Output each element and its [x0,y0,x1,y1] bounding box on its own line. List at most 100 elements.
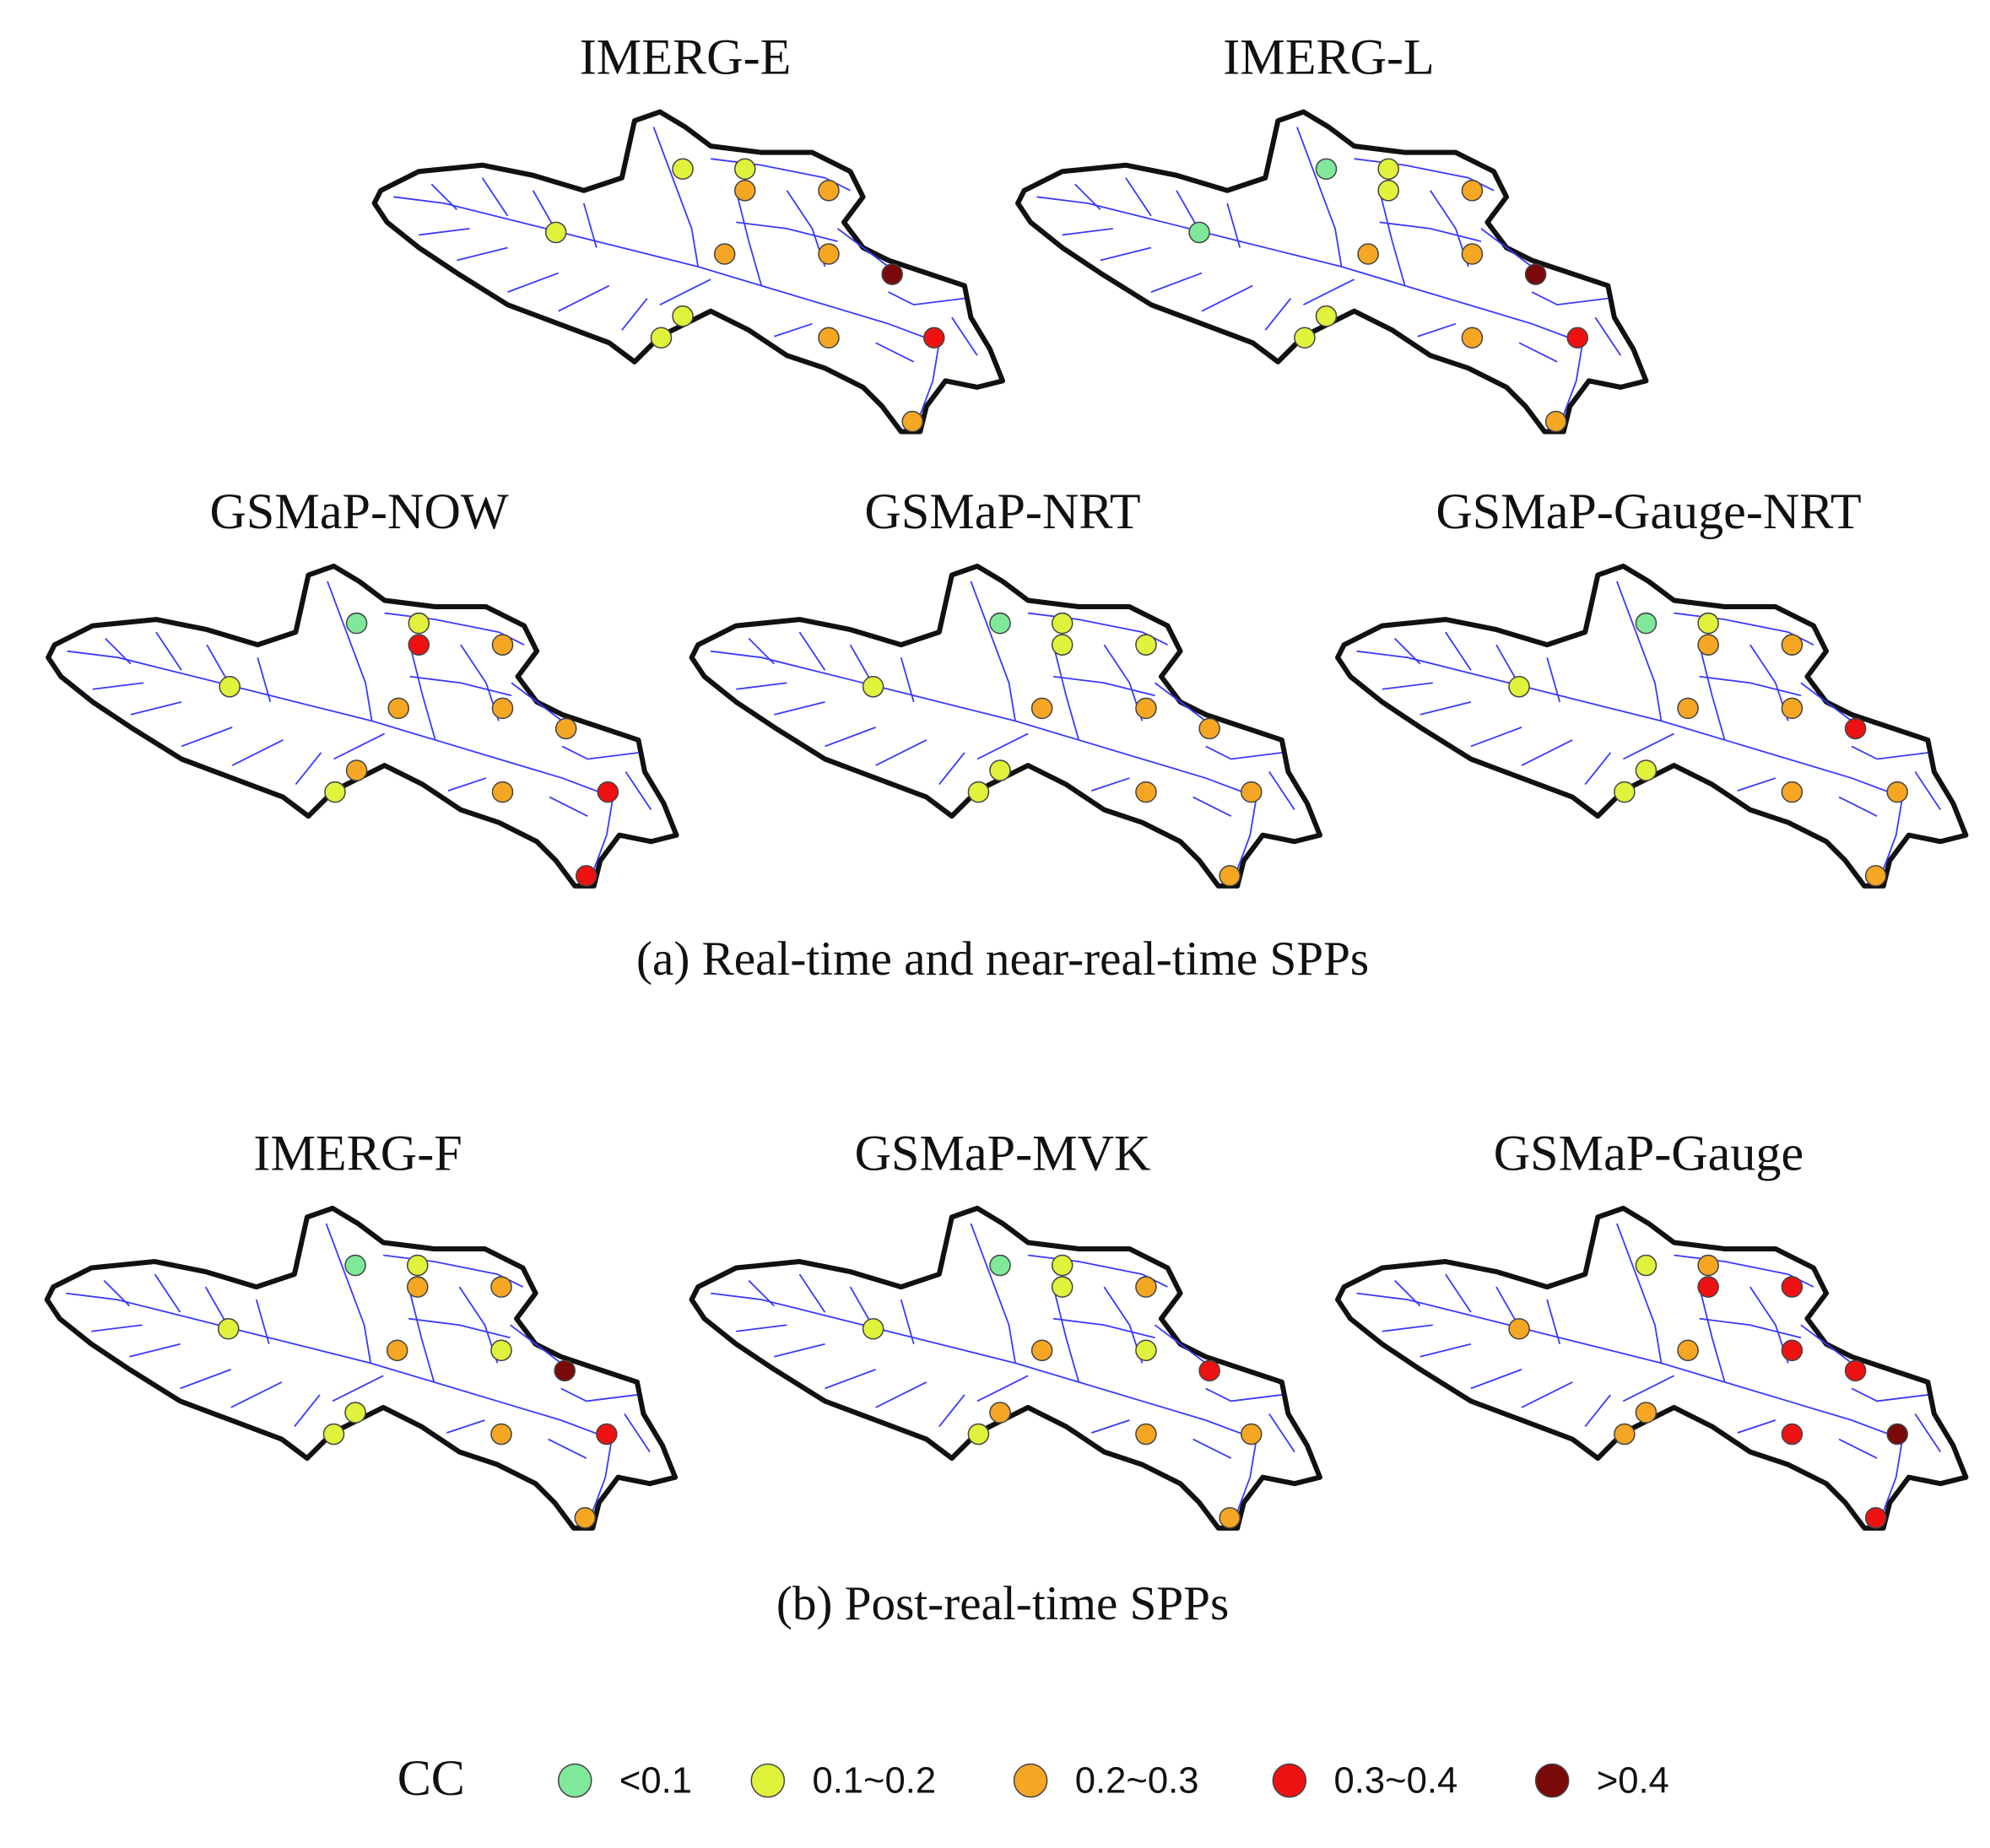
station [1240,1423,1263,1445]
station [862,676,884,698]
station [491,634,514,656]
legend-swatch [1272,1763,1307,1798]
station [597,781,619,803]
station [491,697,514,720]
station [989,612,1011,635]
station [1697,612,1719,635]
station [1294,327,1316,349]
station [862,1317,884,1340]
station [967,781,990,803]
station [1697,1276,1719,1298]
station [1844,1359,1867,1382]
station [1635,1254,1657,1277]
legend-label: <0.1 [619,1761,692,1802]
station [490,1276,512,1298]
station [344,1402,366,1424]
station [1697,634,1719,656]
station [1886,1423,1909,1445]
station [1377,180,1399,202]
station [818,327,840,349]
station [324,781,346,803]
station [1781,634,1803,656]
station [733,158,756,181]
caption: (b) Post-real-time SPPs [776,1577,1229,1630]
station [923,327,945,349]
station [733,180,756,202]
station [1864,865,1887,887]
caption: (a) Real-time and near-real-time SPPs [636,932,1369,986]
station [1240,781,1263,803]
legend-label: 0.3~0.4 [1334,1761,1458,1802]
station [1508,676,1530,698]
station [1864,1507,1887,1529]
station [219,676,241,698]
station [1461,327,1484,349]
station [1315,305,1338,327]
station [1357,243,1379,265]
panel-title: GSMaP-MVK [855,1126,1151,1182]
station [1781,1423,1803,1445]
station [1135,1339,1157,1362]
map-panel: GSMaP-Gauge [1338,1126,1966,1528]
station [1635,759,1657,781]
station [344,1254,366,1277]
station [1461,243,1484,265]
station [1677,697,1699,720]
station [1781,697,1803,720]
legend-title: CC [397,1750,465,1807]
station [1844,717,1867,740]
station [1219,1507,1241,1529]
map-panel: GSMaP-MVK [692,1126,1320,1528]
station [1198,717,1220,740]
station [1635,1402,1657,1424]
station [1135,1423,1157,1445]
station [1524,263,1547,285]
station [1051,1254,1073,1277]
panel-title: IMERG-E [580,29,792,85]
station [387,697,409,720]
legend-swatch [557,1763,592,1798]
map-panel: IMERG-F [47,1126,675,1528]
station [408,612,430,635]
station [1198,1359,1220,1382]
panel-title: GSMaP-Gauge-NRT [1436,484,1861,540]
legend: CC <0.1 0.1~0.2 0.2~0.3 0.3~0.4 >0.4 [397,1750,1669,1807]
station [1886,781,1909,803]
station [1135,781,1157,803]
station [989,1402,1011,1424]
panel-title: IMERG-F [253,1126,462,1182]
legend-label: 0.2~0.3 [1075,1761,1199,1802]
station [322,1423,345,1445]
station [490,1423,512,1445]
station [1051,612,1073,635]
station [544,221,567,244]
station [713,243,736,265]
station [1030,1339,1053,1362]
legend-swatch [1013,1763,1048,1798]
station [1135,634,1157,656]
station [1051,1276,1073,1298]
station [901,410,924,433]
map-panel: GSMaP-NOW [48,484,676,886]
station [1697,1254,1719,1277]
station [650,327,673,349]
station [1377,158,1399,181]
station [967,1423,990,1445]
station [1461,180,1484,202]
legend-swatch [750,1763,786,1798]
map-panel: GSMaP-Gauge-NRT [1338,484,1966,886]
legend-label: 0.1~0.2 [812,1761,936,1802]
station [1135,697,1157,720]
station [406,1276,429,1298]
station [406,1254,429,1277]
station [1614,1423,1636,1445]
station [1188,221,1210,244]
panel-title: GSMaP-NOW [210,484,509,540]
legend-label: >0.4 [1597,1761,1669,1802]
station [217,1317,240,1340]
station [1219,865,1241,887]
station [386,1339,408,1362]
station [818,243,840,265]
station [408,634,430,656]
